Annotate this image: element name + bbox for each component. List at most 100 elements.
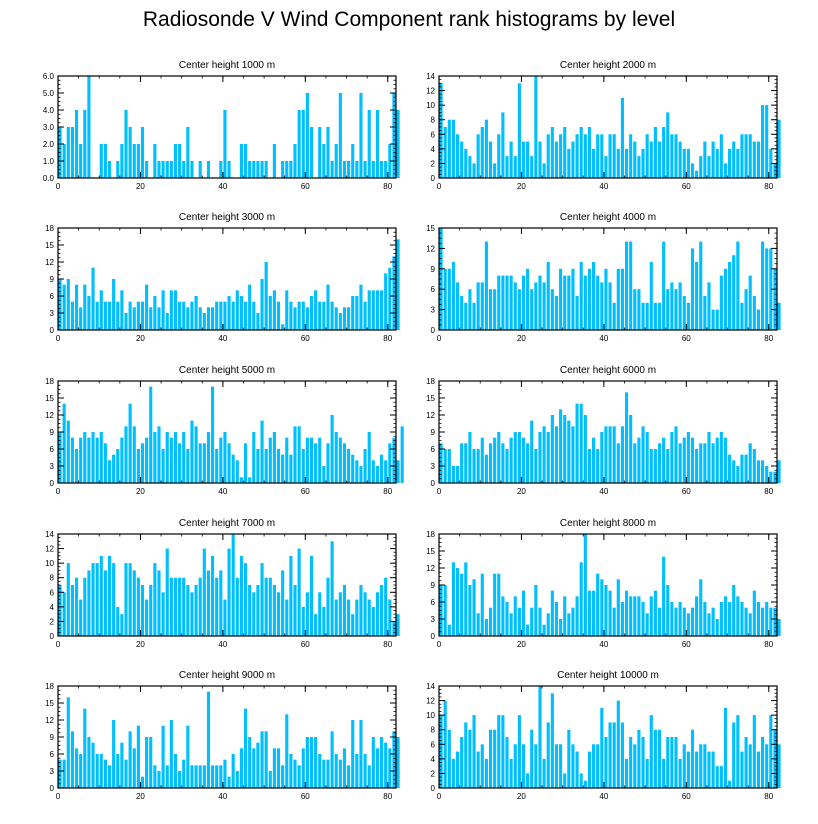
panel-7-bar (375, 592, 380, 636)
panel-7-bar (363, 592, 367, 636)
panel-6-bar (513, 432, 517, 483)
panel-5-bar (198, 443, 202, 483)
panel-4-bar (670, 282, 674, 330)
panel-7-bar (186, 585, 190, 636)
panel-2-bar (752, 141, 756, 178)
panel-10-bar (752, 715, 756, 788)
panel-6-bar (773, 471, 777, 483)
panel-1-title: Center height 1000 m (179, 60, 275, 71)
panel-9-bar (314, 737, 318, 788)
panel-2-bar (620, 97, 624, 178)
panel-1-y-tick-label: 5.0 (43, 89, 55, 98)
panel-2-bar (703, 141, 707, 178)
panel-3-bar (272, 290, 276, 330)
panel-10-bar (674, 737, 678, 788)
panel-9-bar (91, 742, 95, 788)
panel-3-bar (145, 284, 149, 330)
panel-10-bar (723, 707, 728, 788)
panel-7-y-tick-label: 2 (50, 617, 55, 626)
panel-4-x-tick-label: 20 (517, 334, 526, 343)
panel-10-y-tick-label: 12 (426, 697, 435, 706)
panel-1-bar (74, 110, 79, 178)
panel-9-bar (268, 771, 272, 788)
panel-6-bar (538, 432, 542, 483)
panel-8-bar (567, 613, 571, 636)
panel-8-bar (703, 602, 707, 636)
panel-6-bar (468, 432, 472, 483)
panel-1-bar (161, 161, 165, 178)
panel-5-bar (256, 449, 260, 483)
panel-9-bar (380, 737, 384, 788)
panel-4-bar (550, 289, 554, 330)
panel-2-bar (538, 141, 542, 178)
panel-6-bar (505, 449, 509, 483)
panel-3-bar (103, 301, 107, 330)
panel-2-bar (686, 148, 690, 178)
panel-4-bar (575, 296, 579, 330)
panel-5-bar (103, 443, 107, 483)
panel-10-bar (501, 715, 505, 788)
panel-5-bar (149, 386, 153, 483)
panel-5-bar (248, 477, 252, 483)
panel-5-bar (330, 415, 334, 483)
panel-3-y-tick-label: 0 (50, 326, 55, 335)
panel-4-bar (534, 282, 538, 330)
panel-3-bar (140, 301, 145, 330)
panel-3-bar (66, 279, 70, 330)
panel-1-bar (198, 161, 202, 178)
panel-9-bar (347, 765, 351, 788)
panel-2-y-tick-label: 6 (431, 130, 436, 139)
panel-9-bar (169, 720, 173, 788)
panel-3-y-tick-label: 12 (45, 258, 54, 267)
panel-3-bar (359, 284, 363, 330)
panel-2-bar (493, 163, 497, 178)
panel-5-bar (264, 449, 268, 483)
panel-6-title: Center height 6000 m (560, 365, 656, 376)
panel-1-bar (371, 161, 375, 178)
panel-5-x-tick-label: 60 (301, 487, 310, 496)
panel-2-bar (662, 127, 666, 178)
panel-6-bar (493, 437, 497, 483)
panel-7-bar (248, 585, 252, 636)
panel-8-y-tick-label: 3 (431, 615, 436, 624)
panel-7-bar (74, 577, 79, 636)
panel-4-x-tick-label: 0 (437, 334, 442, 343)
panel-8-bar (497, 573, 501, 636)
panel-9-y-tick-label: 0 (50, 784, 55, 793)
panel-1-bar (124, 110, 128, 178)
panel-9-bar (215, 765, 219, 788)
panel-4-bar (748, 275, 752, 330)
panel-8-bar (695, 596, 699, 636)
panel-2-x-tick-label: 80 (764, 182, 773, 191)
panel-3-x-tick-label: 60 (301, 334, 310, 343)
panel-8-bar (748, 613, 752, 636)
panel-9-bar (178, 771, 182, 788)
panel-4-bar (600, 282, 604, 330)
panel-5-bar (211, 386, 215, 483)
panel-5-bar (239, 477, 243, 483)
panel-4-bar (464, 302, 468, 330)
panel-2-bar (480, 127, 484, 178)
panel-7-bar (202, 548, 206, 636)
panel-9-bar (116, 754, 120, 788)
panel-6-y-tick-label: 6 (431, 445, 436, 454)
panel-4-bar (592, 262, 596, 330)
panel-10-bar (649, 715, 653, 788)
panel-5-bar (281, 454, 285, 483)
panel-1-bar (272, 144, 276, 178)
panel-5-bar (347, 449, 351, 483)
panel-10-y-tick-label: 8 (431, 726, 436, 735)
panel-2-bar (488, 141, 493, 178)
panel-3-bar (384, 273, 388, 330)
panel-10-bar (732, 722, 736, 788)
panel-7-bar (305, 592, 309, 636)
panel-1-bar (330, 161, 334, 178)
panel-3-y-tick-label: 15 (45, 241, 54, 250)
panel-8-bar (616, 579, 620, 636)
panel-6-y-tick-label: 3 (431, 462, 436, 471)
panel-5-bar (178, 443, 182, 483)
panel-10-bar (690, 729, 695, 788)
panel-8-bar (505, 602, 509, 636)
panel-5-y-tick-label: 15 (45, 394, 54, 403)
panel-5-title: Center height 5000 m (179, 365, 275, 376)
